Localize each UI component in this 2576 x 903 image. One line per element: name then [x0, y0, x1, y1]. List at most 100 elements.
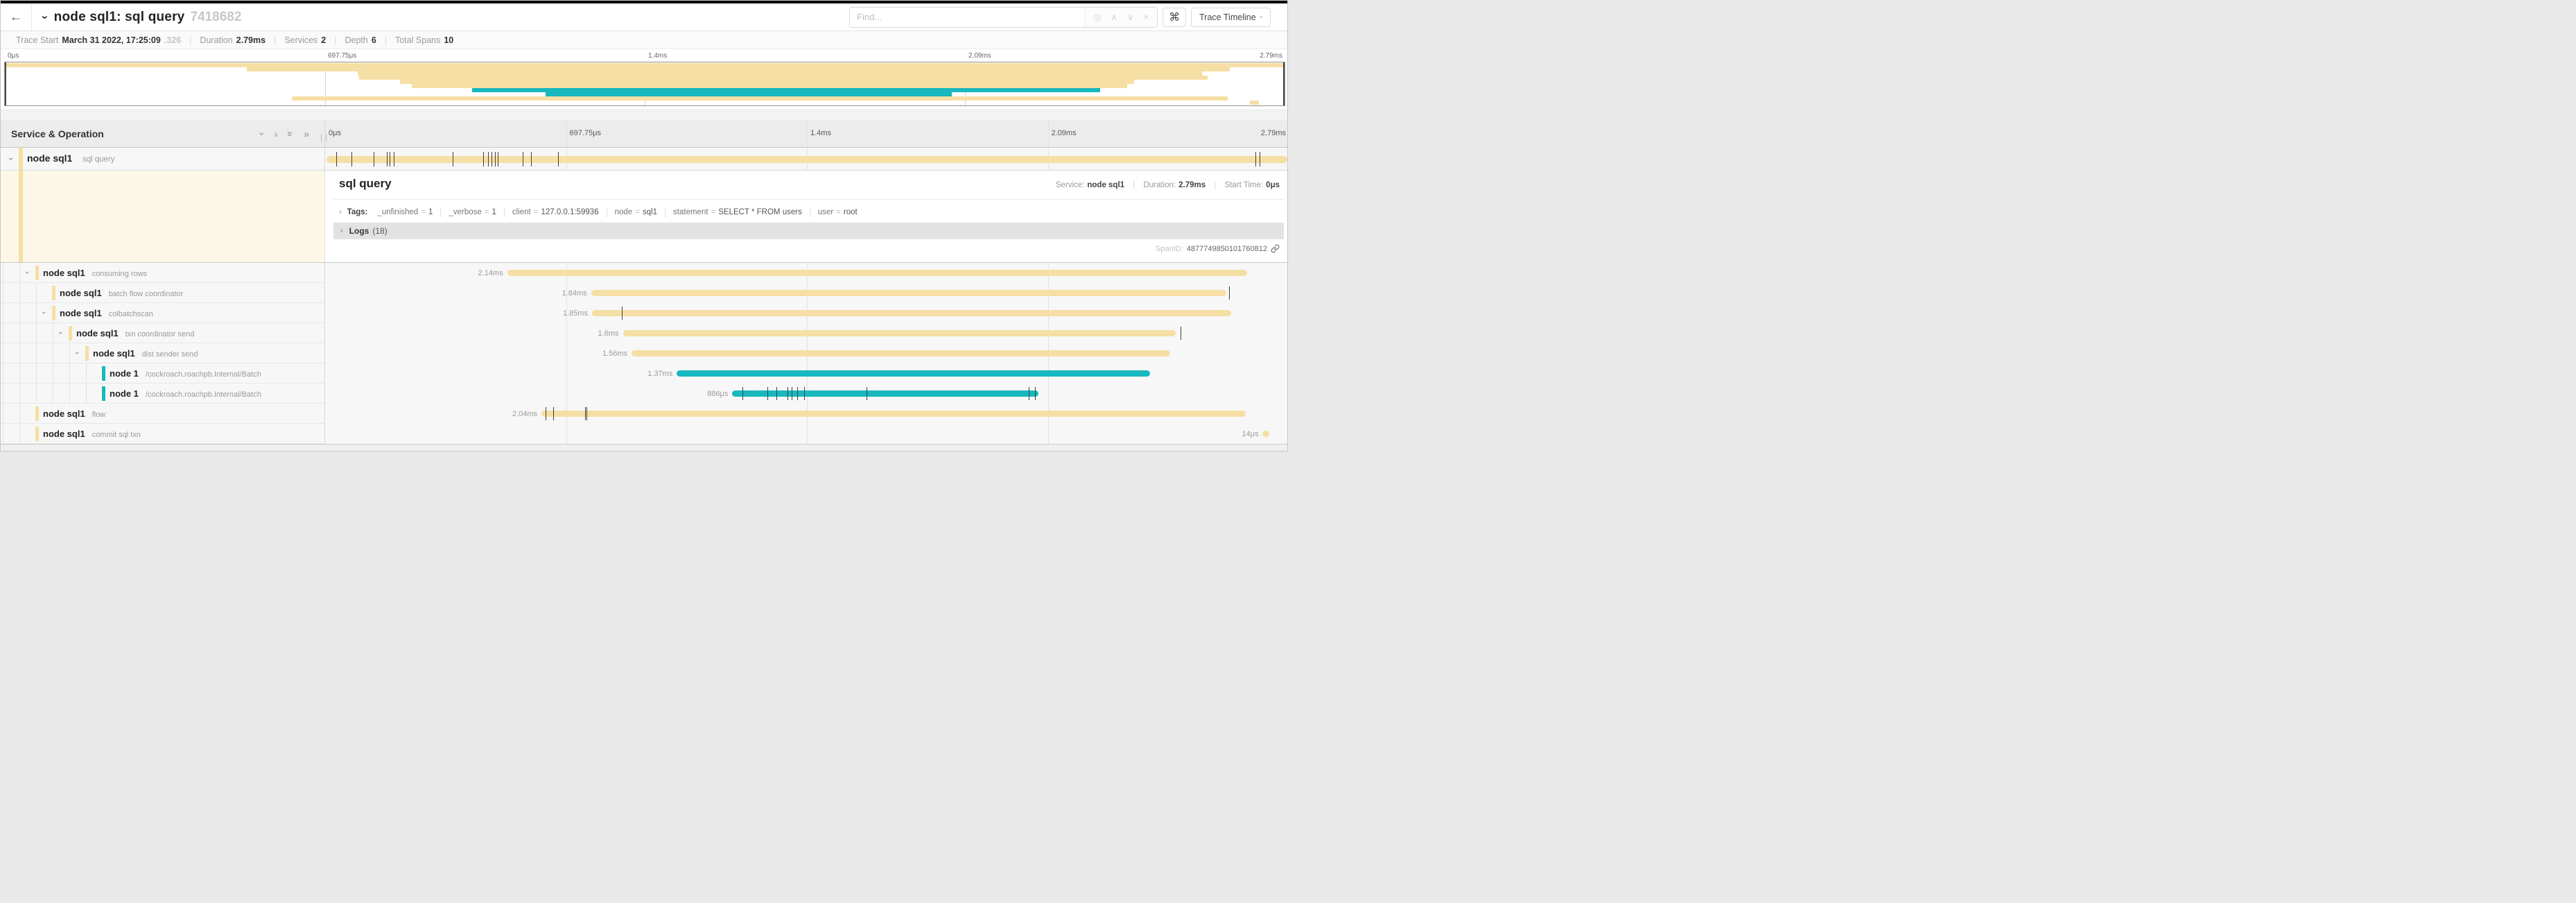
trace-start-label: Trace Start: [16, 35, 59, 45]
span-bar[interactable]: [1262, 431, 1270, 437]
span-tree-row[interactable]: node sql1 commit sql txn: [1, 424, 324, 444]
span-tree-row[interactable]: node sql1 flow: [1, 404, 324, 424]
minimap-span-bar: [5, 63, 1285, 67]
equals-sign: =: [421, 208, 426, 217]
minimap-canvas[interactable]: [4, 62, 1285, 106]
span-tree-row[interactable]: › node sql1 colbatchscan: [1, 303, 324, 323]
span-bar-row[interactable]: 1.56ms: [325, 343, 1287, 363]
service-name: node sql1: [60, 288, 102, 298]
service-color-strip: [19, 148, 23, 170]
log-marker-tick: [1255, 152, 1257, 166]
log-marker-tick: [553, 407, 555, 420]
span-bar[interactable]: [327, 156, 1287, 163]
chevron-down-icon: ›: [1257, 15, 1265, 19]
span-bar-row[interactable]: 1.84ms: [325, 283, 1287, 303]
span-bar[interactable]: [632, 350, 1171, 356]
indent-guide: [19, 384, 20, 403]
operation-name: sql query: [82, 155, 115, 164]
span-bar[interactable]: [592, 310, 1231, 316]
log-marker-tick: [776, 387, 777, 400]
span-bar-row[interactable]: 886μs: [325, 384, 1287, 404]
expand-all-icon[interactable]: »: [304, 128, 309, 139]
panel-resize-grip[interactable]: [321, 134, 327, 141]
indent-guide: [19, 343, 20, 363]
collapse-chevron-icon[interactable]: ›: [55, 332, 64, 334]
minimap-span-row: [5, 92, 1285, 96]
service-color-strip: [35, 427, 39, 441]
collapse-trace-chevron-icon[interactable]: ›: [38, 15, 52, 19]
span-bar-row[interactable]: 1.6ms: [325, 323, 1287, 343]
tags-row[interactable]: › Tags: _unfinished = 1 _verbose = 1 client = 12…: [339, 206, 858, 218]
duration-label: Duration: [200, 35, 233, 45]
span-duration-label: 1.37ms: [647, 370, 673, 378]
start-time-label: Start Time:: [1224, 181, 1264, 189]
minimap-span-bar: [400, 80, 1134, 84]
span-tree-row[interactable]: node sql1 batch flow coordinator: [1, 283, 324, 303]
next-match-icon[interactable]: ∨: [1127, 11, 1134, 22]
span-detail-meta: Service: node sql1 | Duration: 2.79ms | St…: [1056, 181, 1280, 189]
span-bar[interactable]: [677, 370, 1150, 377]
log-marker-tick: [584, 407, 586, 420]
logs-row[interactable]: › Logs (18): [333, 223, 1284, 239]
span-bar[interactable]: [591, 290, 1227, 296]
expand-chevron-icon: ›: [340, 227, 343, 235]
span-bar-row[interactable]: 1.85ms: [325, 303, 1287, 323]
indent-guide: [69, 384, 70, 403]
indent-guide: [36, 343, 37, 363]
span-bar-row[interactable]: 2.14ms: [325, 263, 1287, 283]
minimap-left-drag-handle[interactable]: [5, 62, 6, 105]
span-bar-row-sql-query[interactable]: [324, 148, 1287, 171]
collapse-chevron-icon[interactable]: ›: [22, 271, 31, 274]
service-name: node 1: [110, 368, 139, 379]
collapse-chevron-icon[interactable]: ›: [6, 157, 16, 160]
copy-link-icon[interactable]: [1271, 244, 1280, 253]
expand-chevron-icon: ›: [339, 208, 342, 216]
divider-line: [333, 199, 1284, 200]
expand-one-icon[interactable]: ›: [274, 128, 278, 139]
span-bar-row[interactable]: 2.04ms: [325, 404, 1287, 424]
tag-value: 1: [428, 208, 433, 217]
match-target-icon[interactable]: ◎: [1093, 11, 1102, 22]
trace-id: 7418682: [190, 9, 242, 24]
clear-search-icon[interactable]: ×: [1143, 12, 1149, 22]
service-value: node sql1: [1087, 181, 1125, 189]
span-tree-row[interactable]: › node sql1 dist sender send: [1, 343, 324, 363]
span-tree-row[interactable]: node 1/cockroach.roachpb.Internal/Batch: [1, 363, 324, 384]
minimap-span-row: [5, 80, 1285, 84]
back-button[interactable]: ←: [1, 3, 32, 31]
service-label: Service:: [1055, 181, 1085, 189]
span-detail-title: sql query: [339, 177, 392, 190]
service-color-strip: [52, 286, 55, 300]
span-tree-row[interactable]: › node sql1 consuming rows: [1, 263, 324, 283]
collapse-all-icon[interactable]: »: [285, 130, 297, 137]
prev-match-icon[interactable]: ∧: [1111, 11, 1118, 22]
span-tree-row[interactable]: › node sql1 txn coordinator send: [1, 323, 324, 343]
span-bar-row[interactable]: 14μs: [325, 424, 1287, 444]
find-input[interactable]: [850, 7, 1085, 27]
tree-row-sql-query[interactable]: › node sql1 sql query: [1, 148, 324, 171]
span-bar[interactable]: [623, 330, 1176, 336]
row-text: node sql1 dist sender send: [93, 347, 198, 360]
log-marker-tick: [494, 152, 496, 166]
minimap-right-drag-handle[interactable]: [1283, 62, 1285, 105]
span-duration-label: 2.14ms: [478, 269, 503, 277]
span-bar[interactable]: [507, 270, 1248, 276]
browser-chrome-strip: [1, 1, 1287, 3]
tag-item: _unfinished = 1: [378, 208, 433, 216]
log-marker-tick: [336, 152, 337, 166]
span-bar[interactable]: [732, 390, 1038, 397]
time-tick-label: 0μs: [8, 52, 19, 60]
minimap-span-bar: [246, 67, 1230, 71]
collapse-one-icon[interactable]: ›: [256, 132, 268, 135]
operation-name: commit sql txn: [92, 431, 141, 439]
view-selector-button[interactable]: Trace Timeline ›: [1191, 7, 1271, 27]
time-tick-label: 0μs: [329, 129, 341, 137]
span-bar-row[interactable]: 1.37ms: [325, 363, 1287, 384]
keyboard-shortcuts-button[interactable]: ⌘: [1163, 7, 1187, 27]
span-tree-row[interactable]: node 1/cockroach.roachpb.Internal/Batch: [1, 384, 324, 404]
collapse-chevron-icon[interactable]: ›: [39, 311, 48, 314]
span-bar[interactable]: [541, 411, 1246, 417]
tag-key: _unfinished: [377, 208, 419, 217]
collapse-chevron-icon[interactable]: ›: [72, 352, 81, 354]
service-name: node sql1: [60, 308, 102, 318]
